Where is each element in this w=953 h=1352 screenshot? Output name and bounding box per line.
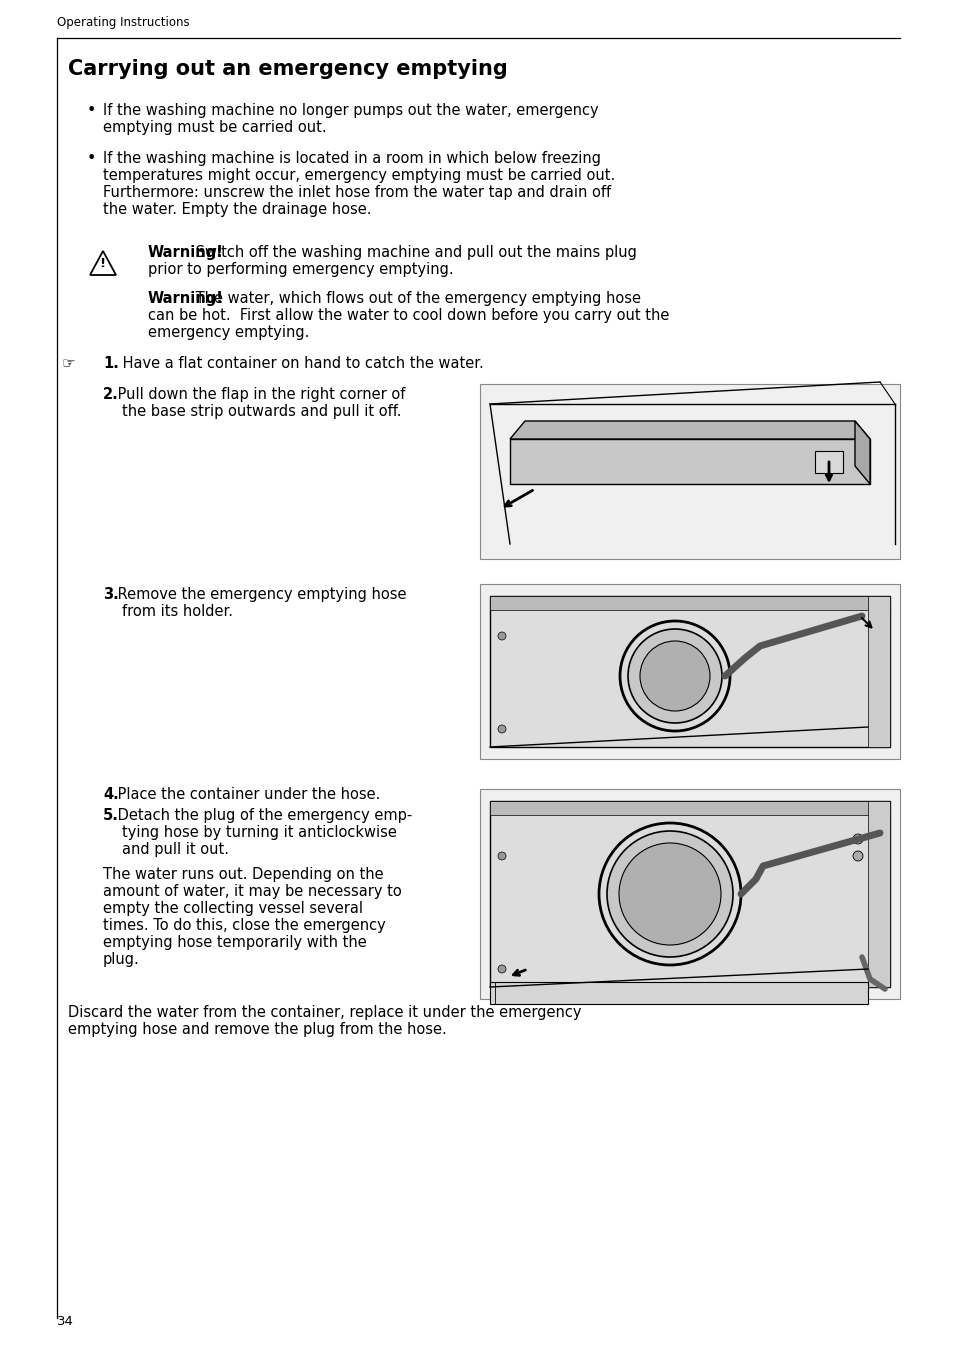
Text: emptying hose and remove the plug from the hose.: emptying hose and remove the plug from t… <box>68 1022 446 1037</box>
Text: prior to performing emergency emptying.: prior to performing emergency emptying. <box>148 262 453 277</box>
Text: the base strip outwards and pull it off.: the base strip outwards and pull it off. <box>122 404 401 419</box>
Text: tying hose by turning it anticlockwise: tying hose by turning it anticlockwise <box>122 825 396 840</box>
Text: 3.: 3. <box>103 587 118 602</box>
Text: from its holder.: from its holder. <box>122 604 233 619</box>
Text: empty the collecting vessel several: empty the collecting vessel several <box>103 900 363 917</box>
Text: 34: 34 <box>57 1315 73 1328</box>
Text: Warning!: Warning! <box>148 245 224 260</box>
Text: Detach the plug of the emergency emp-: Detach the plug of the emergency emp- <box>112 808 412 823</box>
Text: Warning!: Warning! <box>148 291 224 306</box>
Text: the water. Empty the drainage hose.: the water. Empty the drainage hose. <box>103 201 371 218</box>
Text: If the washing machine no longer pumps out the water, emergency: If the washing machine no longer pumps o… <box>103 103 598 118</box>
Text: Discard the water from the container, replace it under the emergency: Discard the water from the container, re… <box>68 1005 581 1019</box>
FancyBboxPatch shape <box>867 800 889 987</box>
Text: 5.: 5. <box>103 808 119 823</box>
Circle shape <box>618 844 720 945</box>
Polygon shape <box>510 420 869 439</box>
Text: 2.: 2. <box>103 387 118 402</box>
FancyBboxPatch shape <box>479 584 899 758</box>
Text: 4.: 4. <box>103 787 118 802</box>
Text: Place the container under the hose.: Place the container under the hose. <box>112 787 380 802</box>
FancyBboxPatch shape <box>490 982 867 1005</box>
FancyBboxPatch shape <box>490 596 889 610</box>
Circle shape <box>497 965 505 973</box>
Text: Operating Instructions: Operating Instructions <box>57 16 190 28</box>
Polygon shape <box>854 420 869 484</box>
Text: emptying hose temporarily with the: emptying hose temporarily with the <box>103 936 366 950</box>
Text: The water, which flows out of the emergency emptying hose: The water, which flows out of the emerge… <box>191 291 640 306</box>
Circle shape <box>627 629 721 723</box>
Circle shape <box>852 850 862 861</box>
Polygon shape <box>510 439 869 484</box>
Text: plug.: plug. <box>103 952 139 967</box>
Text: Remove the emergency emptying hose: Remove the emergency emptying hose <box>112 587 406 602</box>
Text: !: ! <box>99 257 106 270</box>
Text: Carrying out an emergency emptying: Carrying out an emergency emptying <box>68 59 507 78</box>
FancyBboxPatch shape <box>479 384 899 558</box>
Text: Furthermore: unscrew the inlet hose from the water tap and drain off: Furthermore: unscrew the inlet hose from… <box>103 185 611 200</box>
Text: temperatures might occur, emergency emptying must be carried out.: temperatures might occur, emergency empt… <box>103 168 615 183</box>
FancyBboxPatch shape <box>814 452 842 473</box>
Text: The water runs out. Depending on the: The water runs out. Depending on the <box>103 867 383 882</box>
Text: emptying must be carried out.: emptying must be carried out. <box>103 120 326 135</box>
Circle shape <box>606 831 732 957</box>
Text: can be hot.  First allow the water to cool down before you carry out the: can be hot. First allow the water to coo… <box>148 308 669 323</box>
Text: Switch off the washing machine and pull out the mains plug: Switch off the washing machine and pull … <box>191 245 637 260</box>
Text: emergency emptying.: emergency emptying. <box>148 324 309 339</box>
Text: •: • <box>87 151 96 166</box>
FancyBboxPatch shape <box>490 800 889 815</box>
Text: 1.: 1. <box>103 356 119 370</box>
Text: Pull down the flap in the right corner of: Pull down the flap in the right corner o… <box>112 387 405 402</box>
Text: If the washing machine is located in a room in which below freezing: If the washing machine is located in a r… <box>103 151 600 166</box>
Text: •: • <box>87 103 96 118</box>
FancyBboxPatch shape <box>490 596 889 748</box>
Text: times. To do this, close the emergency: times. To do this, close the emergency <box>103 918 385 933</box>
Circle shape <box>497 852 505 860</box>
Text: Have a flat container on hand to catch the water.: Have a flat container on hand to catch t… <box>118 356 483 370</box>
Text: amount of water, it may be necessary to: amount of water, it may be necessary to <box>103 884 401 899</box>
FancyBboxPatch shape <box>867 596 889 748</box>
Circle shape <box>497 631 505 639</box>
Text: ☞: ☞ <box>62 356 75 370</box>
Circle shape <box>639 641 709 711</box>
Circle shape <box>497 725 505 733</box>
FancyBboxPatch shape <box>490 800 889 987</box>
FancyBboxPatch shape <box>479 790 899 999</box>
Text: and pull it out.: and pull it out. <box>122 842 229 857</box>
Circle shape <box>852 834 862 844</box>
